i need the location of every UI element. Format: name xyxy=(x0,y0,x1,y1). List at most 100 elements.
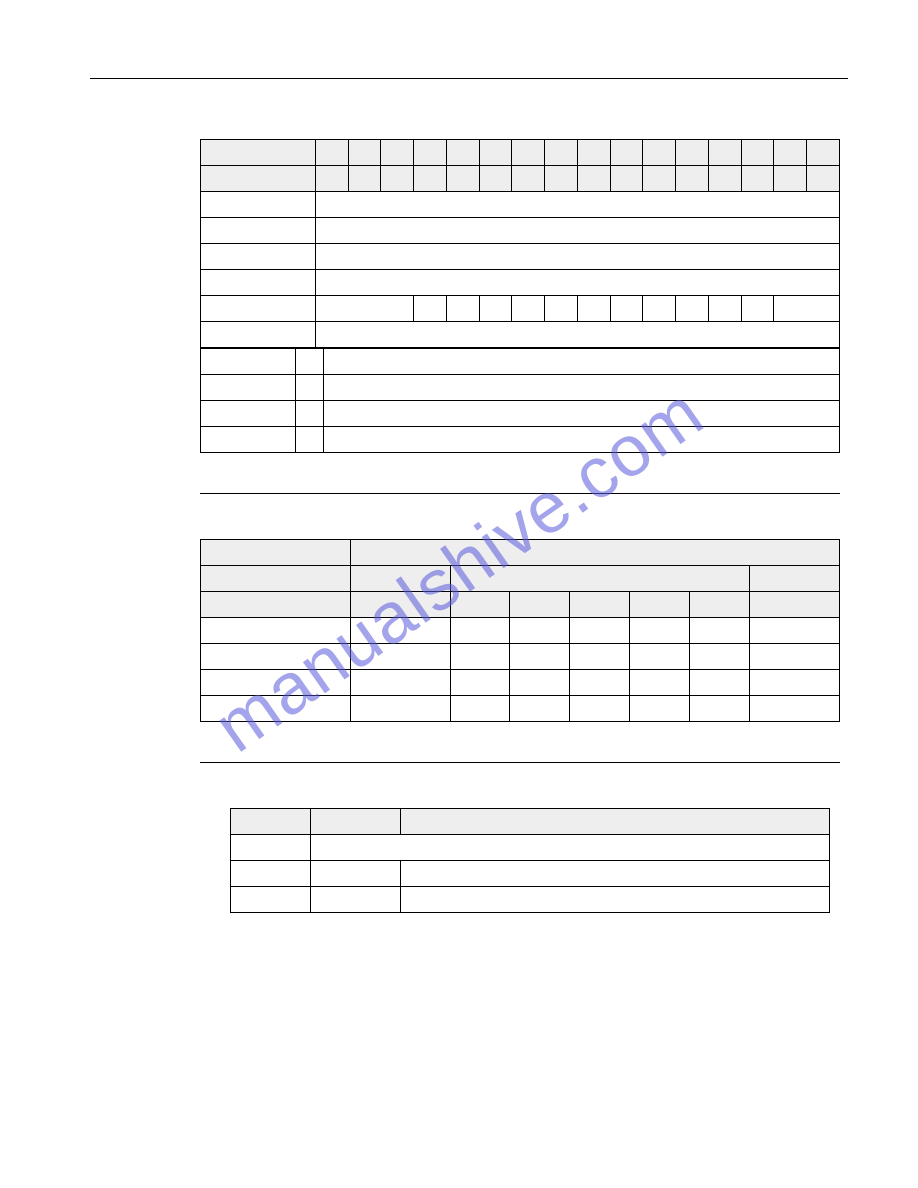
cell xyxy=(643,166,676,192)
cell xyxy=(630,670,690,696)
cell xyxy=(708,166,741,192)
cell xyxy=(774,296,840,322)
cell xyxy=(201,644,351,670)
table-row xyxy=(201,322,840,348)
cell xyxy=(630,696,690,722)
cell xyxy=(750,592,840,618)
cell xyxy=(750,644,840,670)
cell xyxy=(296,349,324,375)
cell xyxy=(414,296,447,322)
table-row xyxy=(201,566,840,592)
cell xyxy=(570,644,630,670)
table-row xyxy=(201,670,840,696)
cell xyxy=(630,592,690,618)
cell xyxy=(708,140,741,166)
cell xyxy=(324,375,840,401)
cell xyxy=(296,427,324,453)
cell xyxy=(201,401,296,427)
cell xyxy=(446,140,479,166)
section-rule xyxy=(200,493,840,494)
cell xyxy=(570,670,630,696)
cell xyxy=(350,696,450,722)
cell xyxy=(310,861,400,887)
cell xyxy=(324,349,840,375)
cell xyxy=(296,375,324,401)
cell xyxy=(512,296,545,322)
cell xyxy=(201,375,296,401)
cell xyxy=(201,566,351,592)
cell xyxy=(510,670,570,696)
cell xyxy=(570,696,630,722)
table-row xyxy=(201,140,840,166)
cell xyxy=(450,566,750,592)
cell xyxy=(643,140,676,166)
cell xyxy=(350,670,450,696)
cell xyxy=(545,166,578,192)
cell xyxy=(201,349,296,375)
cell xyxy=(690,592,750,618)
cell xyxy=(201,244,316,270)
cell xyxy=(201,696,351,722)
cell xyxy=(690,670,750,696)
cell xyxy=(750,618,840,644)
cell xyxy=(643,296,676,322)
cell xyxy=(201,618,351,644)
cell xyxy=(381,166,414,192)
cell xyxy=(310,835,829,861)
table-row xyxy=(201,540,840,566)
cell xyxy=(510,696,570,722)
cell xyxy=(676,296,709,322)
cell xyxy=(545,296,578,322)
cell xyxy=(350,540,839,566)
cell xyxy=(512,140,545,166)
table-row xyxy=(231,809,830,835)
cell xyxy=(350,566,450,592)
cell xyxy=(315,296,413,322)
cell xyxy=(201,140,316,166)
cell xyxy=(690,696,750,722)
table-row xyxy=(231,835,830,861)
table-row xyxy=(201,270,840,296)
cell xyxy=(510,618,570,644)
table-row xyxy=(201,166,840,192)
cell xyxy=(741,296,774,322)
cell xyxy=(750,670,840,696)
cell xyxy=(479,166,512,192)
table-row xyxy=(201,618,840,644)
cell xyxy=(610,166,643,192)
table-row xyxy=(201,592,840,618)
cell xyxy=(741,166,774,192)
cell xyxy=(400,809,829,835)
cell xyxy=(350,618,450,644)
header-rule xyxy=(90,78,848,79)
table-row xyxy=(201,644,840,670)
table-row xyxy=(201,218,840,244)
section-table-2 xyxy=(200,539,848,763)
cell xyxy=(310,809,400,835)
cell xyxy=(446,166,479,192)
description-table xyxy=(230,808,830,913)
cell xyxy=(414,140,447,166)
cell xyxy=(350,592,450,618)
cell xyxy=(774,140,807,166)
cell xyxy=(774,166,807,192)
table-row xyxy=(201,375,840,401)
cell xyxy=(450,618,510,644)
table-row xyxy=(201,244,840,270)
cell xyxy=(610,296,643,322)
cell xyxy=(324,401,840,427)
cell xyxy=(324,427,840,453)
cell xyxy=(315,166,348,192)
cell xyxy=(231,861,311,887)
cell xyxy=(201,192,316,218)
cell xyxy=(570,618,630,644)
cell xyxy=(231,835,311,861)
cell xyxy=(315,270,839,296)
cell xyxy=(315,218,839,244)
cell xyxy=(479,296,512,322)
cell xyxy=(676,140,709,166)
table-row xyxy=(201,296,840,322)
cell xyxy=(296,401,324,427)
cell xyxy=(231,809,311,835)
table-row xyxy=(201,192,840,218)
